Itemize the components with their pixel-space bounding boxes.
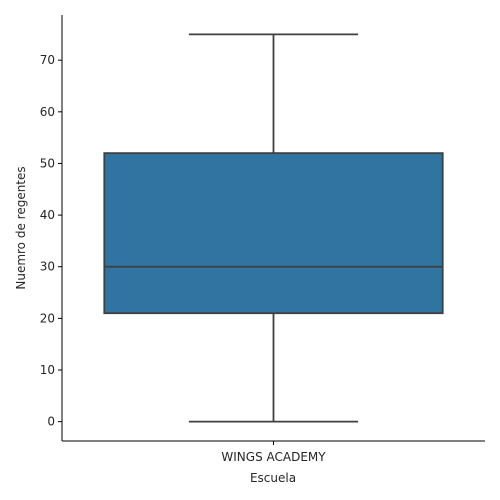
y-tick-label: 50 — [40, 156, 55, 170]
y-ticks: 0 10 20 30 40 50 60 70 — [40, 53, 62, 429]
x-ticks: WINGS ACADEMY — [221, 441, 326, 464]
y-tick-label: 70 — [40, 53, 55, 67]
plot-area — [103, 33, 444, 423]
y-tick-label: 10 — [40, 363, 55, 377]
y-tick-label: 20 — [40, 311, 55, 325]
y-axis-label: Nuemro de regentes — [14, 166, 28, 289]
box-group — [103, 33, 444, 423]
y-tick-label: 40 — [40, 208, 55, 222]
x-axis-label: Escuela — [250, 471, 296, 485]
iqr-box — [103, 152, 444, 315]
x-tick-label: WINGS ACADEMY — [221, 450, 326, 464]
y-tick-label: 30 — [40, 260, 55, 274]
y-tick-label: 60 — [40, 105, 55, 119]
y-tick-label: 0 — [47, 415, 55, 429]
